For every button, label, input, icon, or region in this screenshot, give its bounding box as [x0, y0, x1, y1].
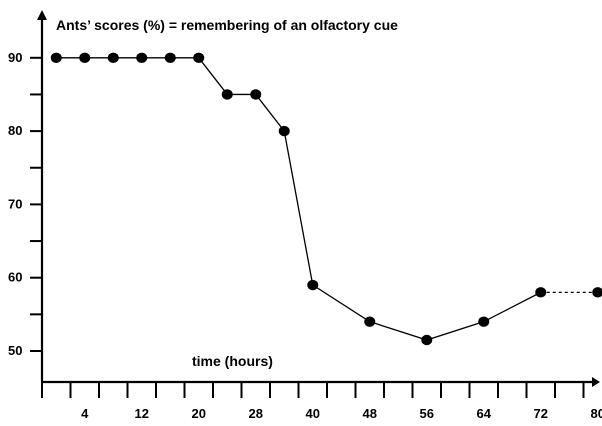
ticks: 50 60 70 80 90 4 12 20 28 40 48 56 64 72 80: [8, 50, 602, 421]
data-point: [592, 287, 602, 298]
data-point: [136, 52, 148, 63]
data-point: [221, 89, 233, 100]
y-tick-label: 90: [8, 50, 22, 65]
data-point: [307, 279, 319, 291]
data-point: [278, 125, 290, 137]
x-tick-label: 28: [249, 406, 263, 421]
data-point: [421, 334, 433, 346]
data-point: [193, 52, 205, 63]
data-point: [478, 316, 490, 327]
x-tick-label: 72: [534, 406, 548, 421]
x-tick-label: 20: [192, 406, 206, 421]
y-tick-label: 70: [8, 196, 22, 211]
x-tick-label: 4: [81, 406, 89, 421]
data-point: [535, 287, 547, 298]
series: [50, 52, 602, 346]
x-axis-arrow: [592, 377, 600, 387]
x-tick-label: 12: [135, 406, 149, 421]
x-tick-label: 64: [477, 406, 492, 421]
data-point: [107, 52, 119, 63]
y-tick-label: 50: [8, 343, 22, 358]
x-tick-label: 80: [591, 406, 602, 421]
data-point: [79, 52, 91, 63]
data-point: [250, 89, 262, 100]
y-tick-label: 80: [8, 123, 22, 138]
data-point: [50, 52, 62, 63]
data-point: [364, 316, 376, 327]
x-tick-label: 56: [420, 406, 434, 421]
series-line: [56, 57, 542, 341]
y-axis-arrow: [37, 10, 47, 20]
chart-title: Ants’ scores (%) = remembering of an olf…: [56, 17, 398, 33]
data-point: [164, 52, 176, 63]
y-tick-label: 60: [8, 270, 22, 285]
x-axis-label: time (hours): [192, 353, 273, 369]
axes: [37, 10, 600, 387]
x-tick-label: 40: [306, 406, 320, 421]
x-tick-label: 48: [363, 406, 377, 421]
